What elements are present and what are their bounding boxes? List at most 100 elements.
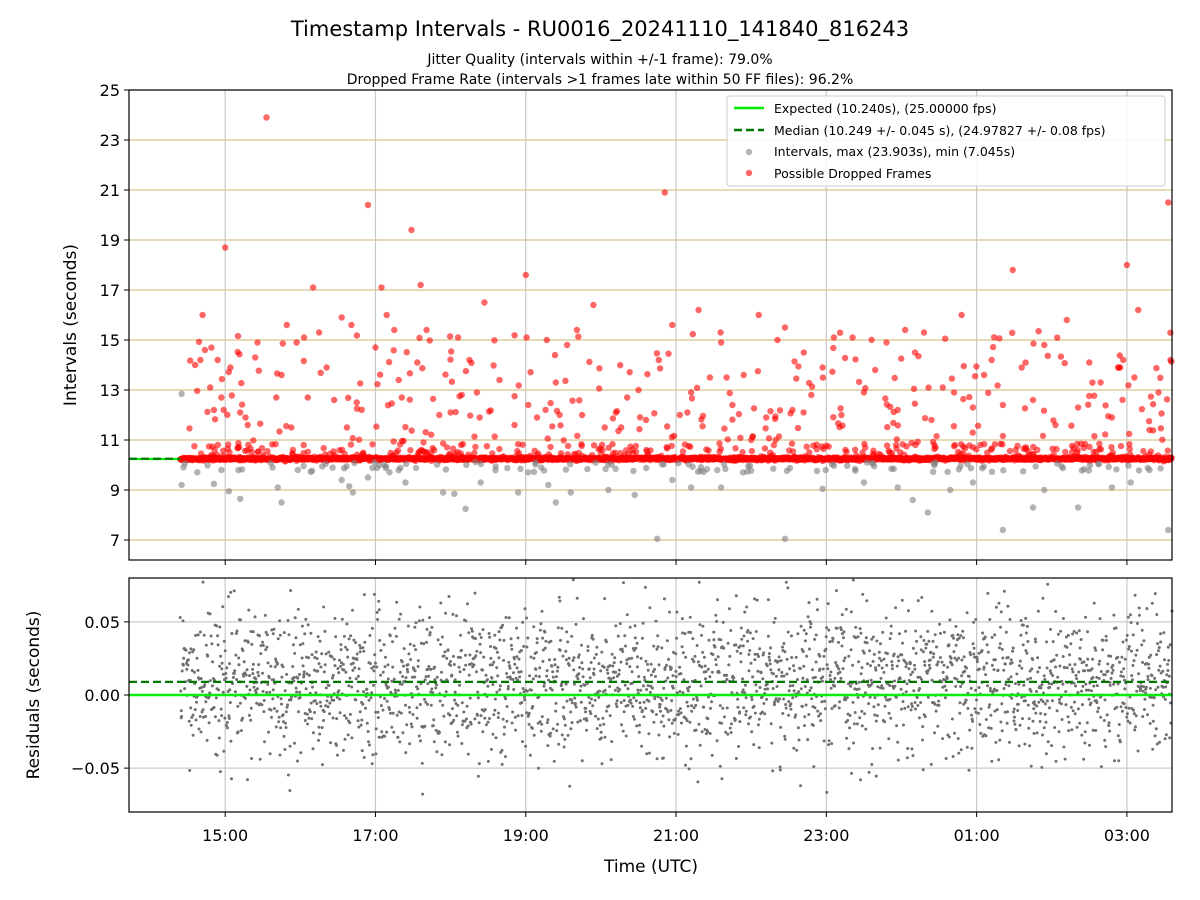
dropped-frame-point xyxy=(1149,401,1157,408)
residual-point xyxy=(849,610,853,614)
residual-point xyxy=(374,752,378,756)
residual-point xyxy=(267,730,270,734)
residual-point xyxy=(442,714,446,718)
residual-point xyxy=(729,629,733,632)
residual-point xyxy=(401,731,405,735)
residual-point xyxy=(686,689,690,693)
residual-point xyxy=(580,661,584,665)
residual-point xyxy=(874,719,878,723)
residual-point xyxy=(221,690,225,694)
residual-point xyxy=(212,706,216,709)
residual-point xyxy=(742,634,746,638)
residual-point xyxy=(671,674,675,678)
residual-point xyxy=(465,717,468,721)
residual-point xyxy=(774,674,778,678)
interval-point xyxy=(746,462,754,469)
residual-point xyxy=(498,638,502,642)
residual-point xyxy=(416,659,420,663)
residual-point xyxy=(218,625,222,629)
residual-point xyxy=(784,703,788,706)
legend-dropped-swatch xyxy=(745,169,753,177)
residual-point xyxy=(278,633,282,637)
dropped-frame-point xyxy=(330,396,338,404)
residual-point xyxy=(573,702,577,705)
residual-point xyxy=(263,613,267,617)
residual-point xyxy=(545,674,549,678)
residual-point xyxy=(204,700,208,704)
residual-point xyxy=(587,667,591,671)
residual-point xyxy=(819,719,823,723)
residual-point xyxy=(360,749,364,753)
dropped-frame-point xyxy=(688,395,696,402)
residual-point xyxy=(525,645,529,649)
dropped-frame-point xyxy=(841,354,849,362)
residual-point xyxy=(851,578,855,582)
residual-point xyxy=(541,636,545,640)
residual-point xyxy=(404,703,407,707)
residual-point xyxy=(251,672,255,676)
residual-point xyxy=(423,724,427,728)
residual-point xyxy=(913,701,917,704)
residual-point xyxy=(830,742,834,746)
residual-point xyxy=(693,654,697,658)
residual-point xyxy=(857,687,861,691)
residual-point xyxy=(370,626,374,630)
residual-point xyxy=(193,708,197,712)
residual-point xyxy=(840,613,844,617)
residual-point xyxy=(460,723,464,727)
dropped-frame-point xyxy=(1002,454,1009,461)
residual-point xyxy=(336,667,340,670)
residual-point xyxy=(227,595,230,599)
dropped-frame-point xyxy=(465,451,472,458)
residual-point xyxy=(568,784,572,788)
residual-point xyxy=(216,634,220,638)
residual-point xyxy=(880,684,884,688)
residual-point xyxy=(683,632,687,636)
dropped-frame-point xyxy=(931,441,938,449)
residual-point xyxy=(710,700,713,704)
residual-point xyxy=(576,677,580,681)
interval-point xyxy=(1074,504,1082,511)
dropped-frame-point xyxy=(525,401,532,409)
residual-point xyxy=(392,730,396,734)
dropped-frame-point xyxy=(242,414,249,421)
residual-point xyxy=(402,664,405,668)
residual-point xyxy=(456,734,460,738)
residual-point xyxy=(295,690,299,694)
residual-point xyxy=(318,639,322,643)
residual-point xyxy=(229,590,233,594)
residual-point xyxy=(458,670,462,674)
residual-point xyxy=(265,633,269,637)
dropped-frame-point xyxy=(407,447,414,454)
residual-point xyxy=(725,706,729,710)
dropped-frame-point xyxy=(1078,440,1085,447)
dropped-frame-point xyxy=(369,441,376,448)
dropped-frame-point xyxy=(490,362,497,369)
residual-point xyxy=(828,640,832,644)
dropped-frame-point xyxy=(491,433,498,440)
dropped-frame-point xyxy=(661,189,668,196)
residual-point xyxy=(310,653,314,657)
residual-point xyxy=(790,656,794,659)
residual-point xyxy=(664,696,668,700)
residual-point xyxy=(570,721,574,725)
residual-point xyxy=(776,659,780,663)
residual-point xyxy=(721,706,725,710)
residual-point xyxy=(215,624,219,628)
interval-point xyxy=(1078,467,1086,474)
residual-point xyxy=(792,746,796,750)
dropped-frame-point xyxy=(353,451,361,458)
dropped-frame-point xyxy=(622,447,630,454)
residual-point xyxy=(736,705,740,709)
interval-point xyxy=(687,484,695,491)
dropped-frame-point xyxy=(454,334,462,341)
interval-point xyxy=(947,486,954,494)
residual-point xyxy=(752,743,756,747)
residual-point xyxy=(694,703,698,707)
residual-point xyxy=(418,703,422,706)
dropped-frame-point xyxy=(706,374,714,381)
residual-point xyxy=(619,701,623,704)
dropped-frame-point xyxy=(636,426,643,433)
residual-point xyxy=(353,666,357,670)
residual-point xyxy=(357,667,361,671)
